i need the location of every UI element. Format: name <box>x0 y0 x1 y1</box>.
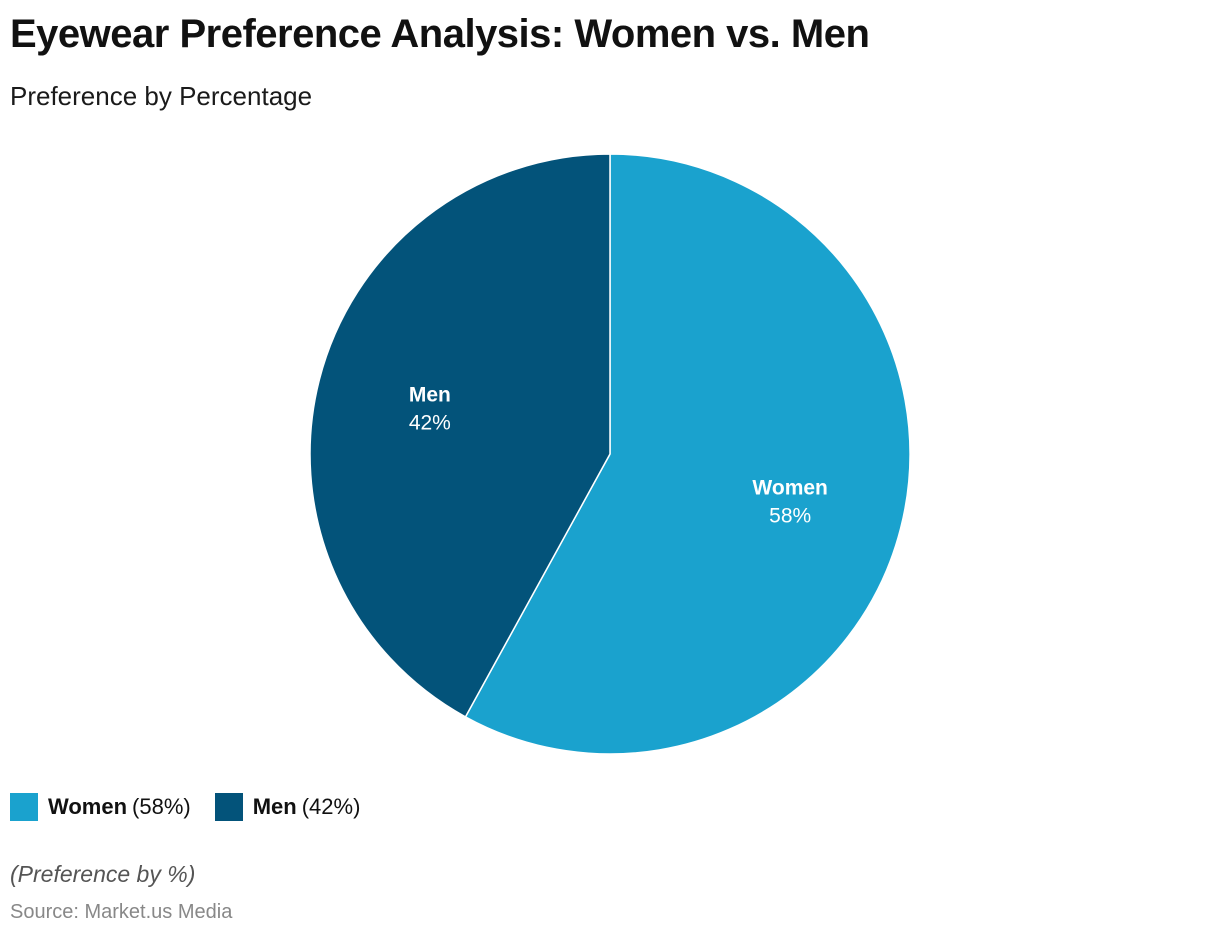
legend-swatch-women <box>10 793 38 821</box>
chart-source: Source: Market.us Media <box>10 901 233 923</box>
legend-item-men[interactable]: Men (42%) <box>214 793 361 821</box>
legend-value-women: (58%) <box>132 794 191 819</box>
slice-value-men: 42% <box>409 412 451 435</box>
chart-subtitle: Preference by Percentage <box>10 81 313 111</box>
chart-title: Eyewear Preference Analysis: Women vs. M… <box>10 12 870 56</box>
legend-label-women: Women <box>48 794 128 819</box>
slice-label-men: Men <box>409 384 451 407</box>
slice-label-women: Women <box>752 476 827 499</box>
slice-value-women: 58% <box>769 504 811 527</box>
legend-item-women[interactable]: Women (58%) <box>10 793 191 821</box>
chart-note: (Preference by %) <box>10 861 196 887</box>
pie-slice-women[interactable] <box>464 153 911 755</box>
legend-swatch-men <box>214 793 243 821</box>
legend-value-men: (42%) <box>301 794 361 819</box>
pie-slice-men[interactable] <box>309 153 611 718</box>
legend: Women (58%) Men (42%) <box>10 793 384 821</box>
legend-label-men: Men <box>252 794 297 819</box>
